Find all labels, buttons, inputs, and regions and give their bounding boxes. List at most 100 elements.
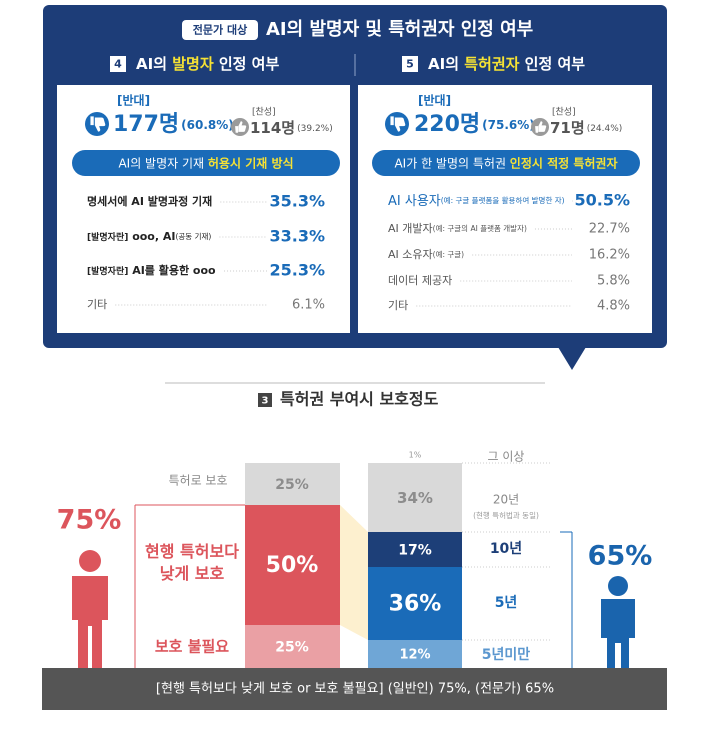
heading-part: 인정 여부	[519, 55, 585, 73]
row-text: 기타	[388, 299, 408, 312]
segment-value: 50%	[266, 553, 319, 578]
heading-part: 인정 여부	[214, 55, 280, 73]
pill	[372, 150, 640, 176]
pill	[72, 150, 340, 176]
row-value: 16.2%	[589, 248, 630, 263]
badge: 전문가 대상	[193, 23, 247, 37]
section-heading: AI의 특허권자 인정 여부	[428, 55, 585, 73]
segment-value: 17%	[398, 543, 432, 559]
number-box	[110, 56, 126, 72]
segment	[368, 463, 462, 532]
section-heading: AI의 발명자 인정 여부	[136, 55, 279, 73]
oppose-count: 220명	[414, 112, 480, 137]
heading-part: AI의	[428, 55, 464, 73]
card-content: [반대]177명 (60.8%)[찬성]114명 (39.2%)AI의 발명자 기재…	[72, 93, 640, 314]
segment-label: 특허로 보호	[168, 474, 227, 488]
row-value: 4.8%	[597, 299, 630, 314]
segment-label: 보호 불필요	[155, 638, 229, 656]
thumb-glyph	[535, 121, 547, 133]
segment-label: 현행 특허보다 낮게 보호	[145, 542, 239, 583]
row-label: 데이터 제공자	[388, 274, 452, 287]
segment-value: 12%	[399, 648, 430, 663]
heading-highlight: 특허권자	[464, 55, 519, 73]
row-label: AI 소유자(예: 구글)	[388, 248, 464, 261]
person-icon	[601, 576, 635, 668]
segment	[245, 463, 340, 505]
row-note: (예: 구글의 AI 플랫폼 개발자)	[433, 223, 527, 233]
segment	[368, 640, 462, 668]
segment-label: 5년미만	[482, 647, 531, 663]
row-text: AI 소유자	[388, 248, 433, 261]
pill-text: AI의 발명자 기재 허용시 기재 방식	[118, 155, 293, 170]
segment	[245, 625, 340, 668]
oppose-count: 177명	[113, 112, 179, 137]
section-title: 특허권 부여시 보호정도	[280, 390, 439, 409]
pill-highlight: 허용시 기재 방식	[208, 155, 294, 170]
segment-label: 20년	[493, 493, 519, 507]
row-label: AI 사용자(예: 구글 플랫폼을 활용하여 발명한 자)	[388, 194, 565, 209]
row-text: 명세서에 AI 발명과정 기재	[87, 194, 212, 208]
support-pct: (39.2%)	[297, 124, 333, 134]
support-pct: (24.4%)	[587, 124, 623, 134]
row-value: 35.3%	[269, 192, 325, 211]
row-value: 5.8%	[597, 274, 630, 289]
row-text: 기타	[87, 298, 107, 311]
oppose-pct: (75.6%)	[482, 118, 535, 132]
number-box	[402, 56, 418, 72]
segment-value: 25%	[275, 640, 309, 656]
pointer	[558, 347, 586, 370]
segment-note: (현행 특허법과 동일)	[473, 510, 539, 520]
oppose-label: [반대]	[117, 93, 150, 108]
oppose-pct: (60.8%)	[181, 118, 234, 132]
row-label: [발명자란] ooo, AI(공동 기재)	[87, 230, 211, 243]
connector	[340, 505, 368, 640]
segment-value: 36%	[389, 592, 442, 617]
row-label: 기타	[388, 299, 408, 312]
row-label: [발명자란] AI를 활용한 ooo	[87, 263, 216, 277]
oppose-result: 220명 (75.6%)	[414, 112, 535, 137]
segment	[368, 567, 462, 640]
segment-value: 34%	[397, 489, 433, 507]
title: AI의 발명자 및 특허권자 인정 여부	[266, 19, 533, 40]
row-label: 명세서에 AI 발명과정 기재	[87, 194, 212, 208]
support-label: [찬성]	[252, 107, 276, 118]
row-text: ooo, AI	[128, 230, 175, 243]
row-tag: [발명자란]	[87, 231, 128, 243]
support-result: 71명 (24.4%)	[550, 119, 622, 137]
segment	[368, 532, 462, 567]
row-note: (예: 구글)	[433, 249, 465, 259]
row-label: AI 개발자(예: 구글의 AI 플랫폼 개발자)	[388, 222, 527, 235]
expert-total: 65%	[588, 541, 653, 572]
support-label: [찬성]	[552, 107, 576, 118]
row-text: 데이터 제공자	[388, 274, 452, 287]
support-result: 114명 (39.2%)	[250, 119, 333, 137]
segment-label: 5년	[495, 595, 518, 611]
support-count: 71명	[550, 119, 585, 137]
row-value: 6.1%	[292, 298, 325, 313]
pill-text: AI가 한 발명의 특허권 인정시 적정 특허권자	[394, 155, 617, 170]
oppose-label: [반대]	[418, 93, 451, 108]
columns: 25% 특허로 보호 50% 현행 특허보다 낮게 보호 25% 보호 불필요 1% 그 이상…	[145, 450, 550, 668]
row-note: (예: 구글 플랫폼을 활용하여 발명한 자)	[441, 195, 565, 205]
segment-value: 25%	[275, 477, 309, 493]
section-number: 4	[114, 58, 122, 71]
number-box	[258, 393, 272, 407]
support-count: 114명	[250, 119, 295, 137]
badge-bg	[182, 20, 258, 40]
row-value: 50.5%	[574, 191, 630, 210]
thumb-glyph	[235, 121, 247, 133]
pill-part: AI의 발명자 기재	[118, 156, 207, 170]
heading-part: AI의	[136, 55, 172, 73]
segment-label-text: 현행 특허보다 낮게 보호	[145, 542, 239, 583]
row-text: AI를 활용한 ooo	[128, 263, 216, 277]
oppose-result: 177명 (60.8%)	[113, 112, 234, 137]
row-text: AI 개발자	[388, 222, 433, 235]
general-total: 75%	[57, 505, 122, 536]
row-value: 33.3%	[269, 227, 325, 246]
pill-part: AI가 한 발명의 특허권	[394, 156, 509, 170]
row-label: 기타	[87, 298, 107, 311]
row-text: AI 사용자	[388, 194, 441, 209]
thumb-glyph	[90, 116, 106, 132]
